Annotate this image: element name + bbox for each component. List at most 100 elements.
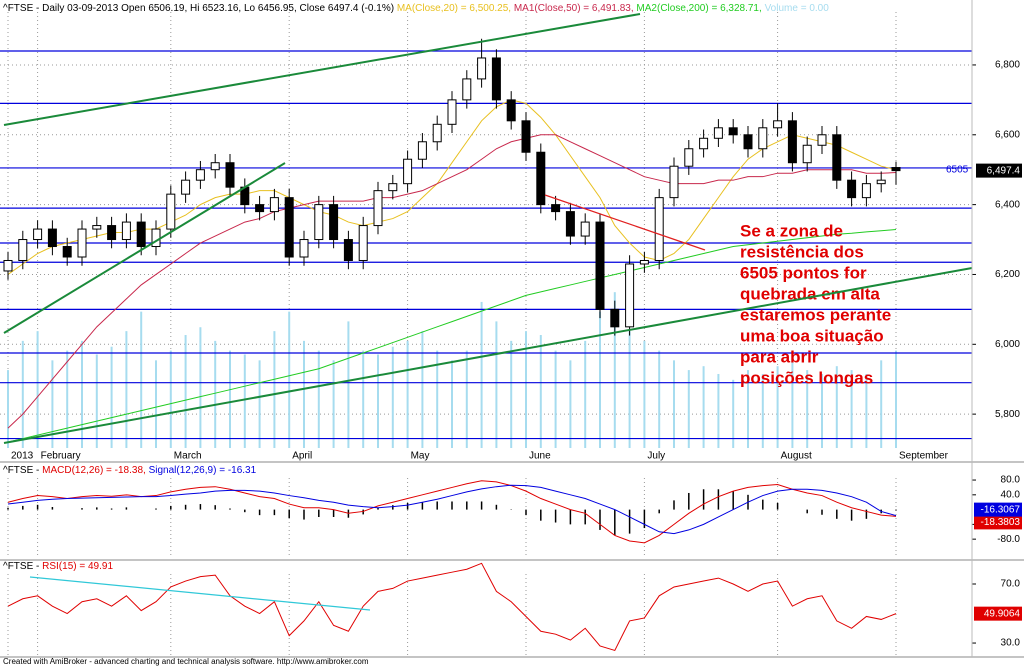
volume-bar xyxy=(510,340,513,448)
candle-body xyxy=(684,148,694,167)
series-line xyxy=(7,562,897,652)
y-tick-label: 30.0 xyxy=(1001,638,1021,649)
volume-bar xyxy=(421,331,424,448)
volume-bar xyxy=(332,360,335,448)
candle-body xyxy=(491,57,501,101)
volume-bar xyxy=(480,301,483,448)
y-tick-label: 6,000 xyxy=(995,339,1020,350)
annotation: posições longas xyxy=(740,368,873,387)
candle-body xyxy=(521,120,531,153)
volume-bar xyxy=(791,360,794,448)
volume-bar xyxy=(465,350,468,448)
volume-bar xyxy=(362,350,365,448)
volume-bar xyxy=(747,370,749,448)
candle-body xyxy=(417,141,427,160)
candle-body xyxy=(462,78,472,101)
volume-bar xyxy=(347,321,350,448)
annotation: quebrada em alta xyxy=(740,284,880,303)
macd-title: ^FTSE - xyxy=(3,465,39,476)
candle-body xyxy=(758,127,768,150)
annotation: uma boa situação xyxy=(740,326,884,345)
volume-bar xyxy=(584,340,587,448)
candle-body xyxy=(817,134,827,146)
candle-body xyxy=(536,151,546,206)
volume-bar xyxy=(702,366,705,448)
volume-bar xyxy=(717,373,720,448)
volume-bar xyxy=(806,370,809,448)
candle-body xyxy=(269,197,279,213)
candle-body xyxy=(565,211,575,237)
candle-body xyxy=(33,228,43,241)
x-tick-label: April xyxy=(292,451,312,462)
trend-line xyxy=(29,576,371,611)
candle-body xyxy=(107,225,117,241)
value-label: -18.3803 xyxy=(981,517,1021,528)
legend-entry: Volume = 0.00 xyxy=(765,3,830,14)
candle-body xyxy=(225,162,235,188)
volume-bar xyxy=(125,331,128,448)
volume-bar xyxy=(81,340,83,448)
volume-bar xyxy=(391,346,394,448)
candle-body xyxy=(787,120,797,164)
volume-bar xyxy=(525,331,527,448)
trend-line xyxy=(3,162,286,334)
x-tick-label: 2013 xyxy=(11,451,34,462)
volume-bar xyxy=(613,292,616,448)
volume-bar xyxy=(110,346,113,448)
candle-body xyxy=(477,57,487,80)
volume-bar xyxy=(258,360,261,448)
volume-bar xyxy=(451,360,453,448)
y-tick-label: 70.0 xyxy=(1001,579,1021,590)
annotation: Se a zona de xyxy=(740,221,843,240)
annotation: estaremos perante xyxy=(740,305,891,324)
y-tick-label: 6,400 xyxy=(995,199,1020,210)
x-tick-label: March xyxy=(174,451,202,462)
rsi-title: ^FTSE - xyxy=(3,561,39,572)
x-tick-label: May xyxy=(411,451,430,462)
candle-body xyxy=(77,228,87,258)
volume-bar xyxy=(21,340,24,448)
candle-body xyxy=(669,165,679,199)
x-tick-label: September xyxy=(899,451,949,462)
volume-bar xyxy=(169,350,172,448)
price-header: ^FTSE - Daily 03-09-2013 Open 6506.19, H… xyxy=(3,3,829,14)
volume-bar xyxy=(628,331,631,448)
volume-bar xyxy=(51,360,54,448)
candle-body xyxy=(3,259,13,272)
annotation: resistência dos xyxy=(740,242,864,261)
candle-body xyxy=(654,197,664,261)
volume-bar xyxy=(835,366,838,448)
candle-body xyxy=(861,183,871,199)
candle-body xyxy=(728,127,738,136)
candle-body xyxy=(403,158,413,185)
candle-body xyxy=(610,308,620,328)
candle-body xyxy=(639,259,649,265)
candle-body xyxy=(343,239,353,261)
series-line xyxy=(7,480,897,544)
volume-bar xyxy=(36,331,39,448)
volume-bar xyxy=(184,335,187,448)
trend-line xyxy=(3,267,973,444)
footer: Created with AmiBroker - advanced charti… xyxy=(3,657,369,666)
legend-entry: MA1(Close,50) = 6,491.83, xyxy=(514,3,634,14)
volume-bar xyxy=(288,311,291,448)
legend-entry: MA2(Close,200) = 6,328.71, xyxy=(636,3,761,14)
candle-body xyxy=(551,204,561,213)
x-tick-label: June xyxy=(529,451,551,462)
volume-bar xyxy=(865,373,868,448)
y-tick-label: 80.0 xyxy=(1001,475,1021,486)
candle-body xyxy=(447,99,457,125)
value-label: -16.3067 xyxy=(981,504,1021,515)
candle-body xyxy=(18,239,28,261)
candle-body xyxy=(580,221,590,237)
volume-bar xyxy=(687,370,690,448)
annotation: 6505 pontos for xyxy=(740,263,867,282)
y-tick-label: 40.0 xyxy=(1001,489,1021,500)
candle-body xyxy=(166,193,176,230)
volume-bar xyxy=(895,350,897,448)
candle-body xyxy=(358,225,368,261)
value-box xyxy=(974,515,1022,530)
candle-body xyxy=(47,228,57,248)
macd-header: ^FTSE - MACD(12,26) = -18.38, Signal(12,… xyxy=(3,465,257,476)
